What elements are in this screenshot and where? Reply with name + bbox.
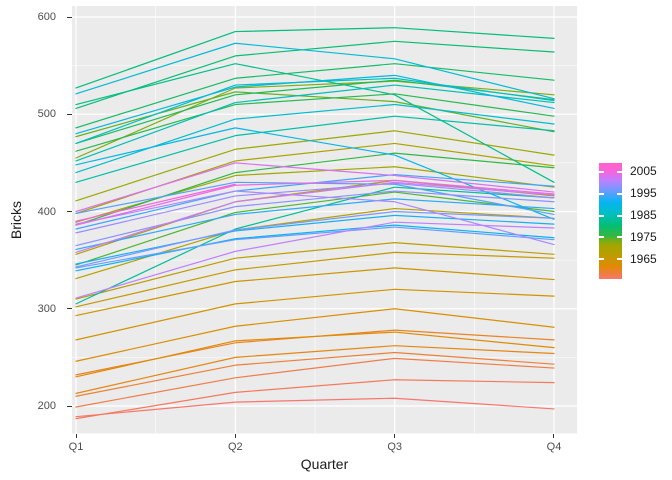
legend-label-2005: 2005 — [630, 164, 657, 179]
x-tick-label-Q2: Q2 — [227, 441, 243, 453]
series-line-1988 — [75, 42, 555, 100]
series-line-2002 — [75, 181, 555, 253]
series-line-1957 — [75, 379, 555, 420]
series-line-1958 — [75, 357, 555, 408]
legend-tick — [599, 170, 604, 173]
legend-tick — [617, 236, 622, 239]
x-tick-label-Q1: Q1 — [68, 441, 84, 453]
y-axis-tick — [67, 16, 72, 18]
y-axis-title: Bricks — [8, 200, 24, 240]
legend-label-1965: 1965 — [630, 251, 657, 266]
legend-tick — [617, 192, 622, 195]
series-line-2005 — [75, 183, 236, 222]
legend-label-1995: 1995 — [630, 186, 657, 201]
y-tick-label-400: 400 — [37, 205, 56, 218]
x-tick-label-Q4: Q4 — [546, 441, 562, 453]
y-axis-tick — [67, 113, 72, 115]
series-line-1963 — [75, 308, 555, 362]
series-line-1985 — [75, 84, 555, 162]
legend-colorbar — [599, 163, 622, 279]
series-line-1984 — [75, 115, 555, 183]
series-line-1982 — [75, 63, 555, 183]
series-line-2000 — [75, 190, 555, 246]
series-line-1967 — [75, 242, 555, 300]
y-axis-tick — [67, 308, 72, 310]
series-line-1977 — [75, 93, 555, 152]
series-line-1996 — [75, 226, 555, 269]
series-line-2004 — [75, 179, 555, 226]
legend-tick — [599, 236, 604, 239]
series-line-1962 — [75, 331, 555, 378]
series-line-1959 — [75, 351, 555, 397]
series-line-1972 — [75, 130, 555, 202]
series-line-1992 — [75, 214, 555, 265]
y-tick-label-300: 300 — [37, 302, 56, 315]
series-line-1966 — [75, 251, 555, 308]
series-line-1993 — [75, 198, 555, 251]
series-line-1991 — [75, 224, 555, 272]
series-line-2001 — [75, 221, 555, 299]
x-axis-title: Quarter — [300, 456, 349, 472]
legend-tick — [617, 170, 622, 173]
series-line-1998 — [75, 190, 555, 247]
series-line-1983 — [75, 186, 555, 305]
series-line-1961 — [75, 345, 555, 394]
series-line-1997 — [75, 210, 555, 268]
series-line-1989 — [75, 74, 555, 135]
series-line-1956 — [75, 397, 555, 418]
series-line-1981 — [75, 27, 555, 89]
x-axis-tick — [394, 434, 396, 438]
series-line-1976 — [75, 152, 555, 226]
series-line-1965 — [75, 267, 555, 317]
y-axis-tick — [67, 211, 72, 212]
series-line-1975 — [75, 191, 555, 266]
series-line-2003 — [75, 162, 555, 213]
legend-label-1975: 1975 — [630, 229, 657, 244]
x-tick-label-Q3: Q3 — [387, 441, 402, 453]
series-line-1979 — [75, 63, 555, 129]
series-line-1999 — [75, 182, 555, 234]
legend-tick — [617, 258, 622, 261]
x-axis-tick — [75, 434, 77, 438]
y-axis-tick — [67, 405, 72, 407]
series-line-1973 — [75, 80, 555, 159]
x-axis-tick — [234, 434, 236, 438]
series-line-1980 — [75, 40, 555, 110]
legend-label-1985: 1985 — [630, 208, 657, 223]
y-tick-label-200: 200 — [37, 400, 56, 412]
legend-tick — [599, 192, 604, 195]
y-tick-label-600: 600 — [37, 11, 56, 23]
legend-tick — [599, 258, 604, 261]
legend-tick — [599, 214, 604, 217]
series-line-1964 — [75, 288, 555, 341]
legend-tick — [617, 214, 622, 217]
x-axis-tick — [553, 434, 555, 438]
y-tick-label-500: 500 — [37, 108, 56, 121]
